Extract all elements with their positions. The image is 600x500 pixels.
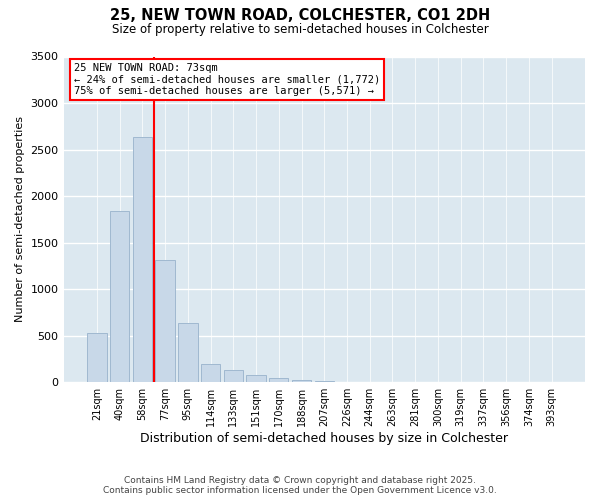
Bar xyxy=(247,375,266,382)
Bar xyxy=(201,364,220,382)
Bar xyxy=(133,136,152,382)
Bar xyxy=(155,260,175,382)
Text: Contains HM Land Registry data © Crown copyright and database right 2025.
Contai: Contains HM Land Registry data © Crown c… xyxy=(103,476,497,495)
Text: Size of property relative to semi-detached houses in Colchester: Size of property relative to semi-detach… xyxy=(112,22,488,36)
Bar xyxy=(87,333,107,382)
Y-axis label: Number of semi-detached properties: Number of semi-detached properties xyxy=(15,116,25,322)
Bar xyxy=(110,211,130,382)
Bar xyxy=(269,378,289,382)
Text: 25 NEW TOWN ROAD: 73sqm
← 24% of semi-detached houses are smaller (1,772)
75% of: 25 NEW TOWN ROAD: 73sqm ← 24% of semi-de… xyxy=(74,63,380,96)
Bar xyxy=(224,370,243,382)
Bar xyxy=(314,381,334,382)
X-axis label: Distribution of semi-detached houses by size in Colchester: Distribution of semi-detached houses by … xyxy=(140,432,508,445)
Bar xyxy=(292,380,311,382)
Bar xyxy=(178,322,197,382)
Text: 25, NEW TOWN ROAD, COLCHESTER, CO1 2DH: 25, NEW TOWN ROAD, COLCHESTER, CO1 2DH xyxy=(110,8,490,22)
